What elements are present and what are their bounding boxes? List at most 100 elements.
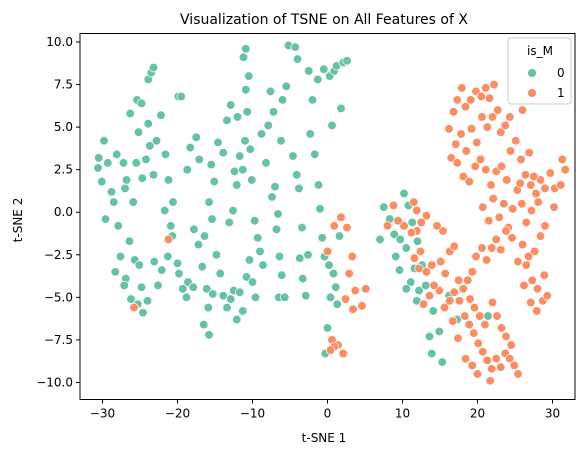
data-point (322, 246, 333, 257)
data-point (197, 262, 207, 272)
data-point (263, 120, 273, 131)
data-point (507, 233, 517, 243)
data-point (325, 292, 336, 303)
data-point (491, 353, 501, 364)
data-point (395, 234, 405, 245)
data-point (271, 224, 282, 234)
data-point (508, 204, 518, 214)
data-point (209, 176, 219, 187)
data-point (412, 205, 422, 216)
data-point (118, 158, 129, 168)
data-point (295, 253, 305, 263)
data-point (506, 340, 516, 350)
data-point (203, 302, 213, 313)
data-point (166, 221, 176, 231)
data-point (138, 308, 148, 318)
series-1 (129, 79, 570, 386)
data-point (235, 287, 245, 297)
data-point (448, 107, 459, 117)
data-point (478, 347, 488, 357)
data-point (458, 284, 468, 294)
data-point (347, 251, 357, 262)
data-point (163, 175, 174, 185)
data-point (540, 221, 550, 231)
y-tick-label: 0.0 (54, 205, 73, 219)
data-point (486, 180, 496, 190)
plot-frame (79, 33, 576, 400)
data-point (475, 154, 486, 165)
data-point (303, 250, 313, 260)
data-point (412, 236, 423, 246)
data-point (428, 306, 438, 316)
data-point (399, 221, 409, 231)
data-point (232, 112, 243, 122)
legend-label-1: 1 (557, 86, 565, 100)
data-point (199, 319, 209, 330)
y-tick-label: 2.5 (54, 163, 73, 177)
data-point (494, 212, 504, 223)
x-tick-label: 0 (324, 407, 332, 421)
data-point (513, 256, 523, 267)
legend-title: is_M (527, 44, 553, 58)
data-point (393, 216, 403, 226)
data-point (301, 291, 311, 301)
data-point (149, 256, 159, 267)
y-tick-label: 5.0 (54, 120, 73, 134)
data-point (218, 291, 228, 301)
data-point (338, 348, 348, 359)
data-point (379, 202, 389, 212)
data-point (467, 267, 477, 277)
data-point (446, 153, 456, 163)
data-point (322, 323, 333, 333)
data-point (228, 205, 238, 216)
data-point (124, 236, 135, 246)
data-point (489, 79, 499, 90)
data-point (313, 74, 323, 85)
data-point (458, 171, 468, 182)
data-point (241, 85, 251, 95)
data-point (533, 197, 543, 207)
data-point (480, 319, 490, 330)
y-tick-label: −7.5 (44, 333, 73, 347)
data-point (496, 362, 506, 372)
data-point (484, 93, 495, 103)
data-point (276, 136, 286, 146)
data-point (473, 338, 483, 348)
data-point (93, 163, 103, 173)
data-point (517, 199, 527, 209)
data-point (328, 268, 339, 279)
data-point (115, 251, 126, 262)
data-point (531, 188, 541, 199)
data-point (106, 187, 117, 197)
data-point (229, 166, 240, 177)
data-point (557, 154, 567, 165)
data-point (126, 294, 136, 304)
data-point (451, 139, 461, 149)
data-point (505, 146, 516, 156)
data-point (399, 188, 409, 199)
data-point (168, 197, 178, 207)
x-axis: −30 −20 −10 0 10 20 30 (90, 399, 560, 421)
data-point (238, 165, 248, 175)
data-point (265, 86, 276, 97)
data-point (273, 209, 283, 219)
data-point (131, 158, 141, 168)
legend-marker-0 (527, 68, 537, 78)
data-point (331, 282, 341, 292)
data-point (535, 231, 546, 241)
data-point (100, 214, 111, 224)
data-point (342, 222, 352, 233)
y-axis-label: t-SNE 2 (11, 198, 25, 243)
data-point (487, 297, 498, 308)
data-point (270, 182, 280, 192)
data-point (141, 154, 151, 165)
data-point (319, 64, 329, 74)
data-point (414, 285, 424, 296)
x-tick-label: 30 (545, 407, 560, 421)
data-point (487, 243, 497, 253)
data-point (245, 144, 255, 154)
data-point (461, 146, 471, 156)
data-point (460, 353, 471, 364)
data-point (526, 205, 537, 216)
